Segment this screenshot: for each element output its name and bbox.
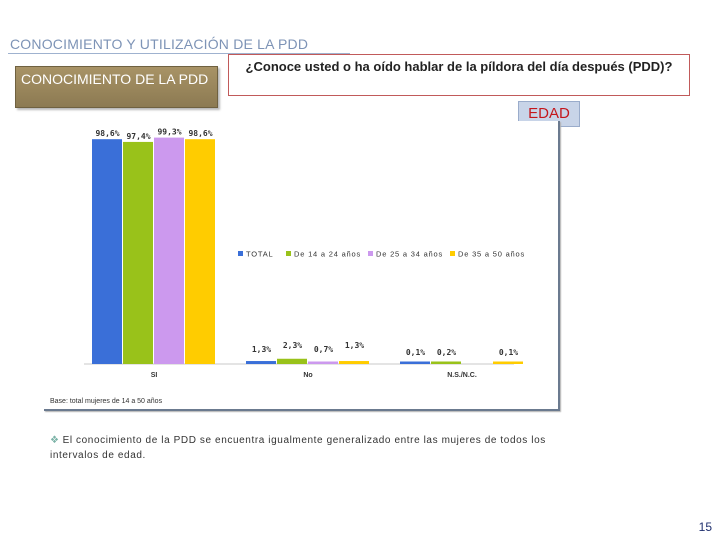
data-label-1-0: 1,3% bbox=[252, 345, 271, 354]
heading-divider bbox=[8, 53, 350, 54]
legend-label-1: De 14 a 24 años bbox=[294, 250, 361, 259]
diamond-bullet-icon: ❖ bbox=[50, 435, 60, 446]
bar-1-1 bbox=[277, 358, 307, 364]
legend-label-0: TOTAL bbox=[246, 250, 273, 259]
section-label: CONOCIMIENTO DE LA PDD bbox=[21, 71, 209, 87]
data-label-0-3: 98,6% bbox=[188, 129, 212, 138]
legend-label-3: De 35 a 50 años bbox=[458, 250, 525, 259]
category-label-0: SI bbox=[151, 372, 158, 379]
bar-1-2 bbox=[308, 361, 338, 364]
bar-1-3 bbox=[339, 361, 369, 364]
category-label-2: N.S./N.C. bbox=[447, 372, 477, 379]
data-label-2-3: 0,1% bbox=[499, 348, 518, 357]
base-note: Base: total mujeres de 14 a 50 años bbox=[50, 398, 163, 405]
page-number: 15 bbox=[698, 520, 712, 534]
bar-0-3 bbox=[185, 139, 215, 364]
bar-2-3 bbox=[493, 361, 523, 364]
bar-0-0 bbox=[92, 139, 122, 364]
data-label-0-0: 98,6% bbox=[95, 129, 119, 138]
question-box: ¿Conoce usted o ha oído hablar de la píl… bbox=[228, 54, 690, 96]
data-label-2-1: 0,2% bbox=[437, 348, 456, 357]
data-label-2-0: 0,1% bbox=[406, 348, 425, 357]
bar-0-2 bbox=[154, 137, 184, 364]
legend-swatch-2 bbox=[368, 251, 373, 256]
bullet-paragraph: ❖ El conocimiento de la PDD se encuentra … bbox=[50, 433, 560, 463]
question-text: ¿Conoce usted o ha oído hablar de la píl… bbox=[245, 59, 673, 74]
chart-frame: 98,6% 97,4% 99,3% 98,6% SI 1,3% 2,3% 0,7% 1,3% No… bbox=[44, 121, 560, 411]
category-label-1: No bbox=[303, 372, 312, 379]
bar-2-0 bbox=[400, 361, 430, 364]
bar-1-0 bbox=[246, 361, 276, 364]
section-label-box: CONOCIMIENTO DE LA PDD bbox=[15, 66, 218, 108]
legend-swatch-1 bbox=[286, 251, 291, 256]
data-label-0-2: 99,3% bbox=[157, 128, 181, 137]
data-label-1-2: 0,7% bbox=[314, 345, 333, 354]
data-label-0-1: 97,4% bbox=[126, 132, 150, 141]
slide-heading: CONOCIMIENTO Y UTILIZACIÓN DE LA PDD bbox=[10, 36, 309, 52]
legend-label-2: De 25 a 34 años bbox=[376, 250, 443, 259]
bar-2-1 bbox=[431, 361, 461, 364]
data-label-1-3: 1,3% bbox=[345, 341, 364, 350]
legend-swatch-0 bbox=[238, 251, 243, 256]
data-label-1-1: 2,3% bbox=[283, 341, 302, 350]
legend-swatch-3 bbox=[450, 251, 455, 256]
bullet-text: El conocimiento de la PDD se encuentra i… bbox=[50, 435, 546, 461]
bar-chart: 98,6% 97,4% 99,3% 98,6% SI 1,3% 2,3% 0,7% 1,3% No… bbox=[84, 128, 525, 379]
bar-0-1 bbox=[123, 141, 153, 364]
